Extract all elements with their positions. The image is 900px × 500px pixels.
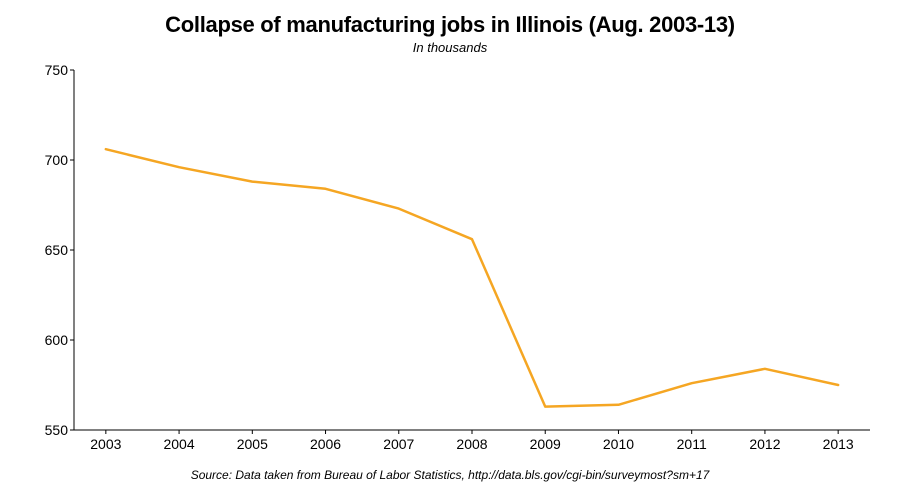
y-tick-label: 750 [45, 62, 68, 78]
chart-title: Collapse of manufacturing jobs in Illino… [0, 12, 900, 38]
x-tick-label: 2009 [530, 436, 561, 452]
x-tick-label: 2006 [310, 436, 341, 452]
x-tick-label: 2010 [603, 436, 634, 452]
y-tick-label: 550 [45, 422, 68, 438]
plot-area: 5506006507007502003200420052006200720082… [74, 70, 870, 430]
y-tick-label: 600 [45, 332, 68, 348]
x-tick-label: 2013 [823, 436, 854, 452]
y-tick-label: 650 [45, 242, 68, 258]
chart-source: Source: Data taken from Bureau of Labor … [0, 468, 900, 482]
x-tick-label: 2003 [90, 436, 121, 452]
x-tick-label: 2012 [749, 436, 780, 452]
chart-subtitle: In thousands [0, 40, 900, 55]
x-tick-label: 2011 [677, 436, 707, 452]
x-tick-label: 2008 [456, 436, 487, 452]
y-tick-label: 700 [45, 152, 68, 168]
data-line [106, 149, 838, 406]
x-tick-label: 2004 [163, 436, 194, 452]
x-tick-label: 2007 [383, 436, 414, 452]
x-tick-label: 2005 [237, 436, 268, 452]
line-chart-svg [74, 70, 870, 430]
